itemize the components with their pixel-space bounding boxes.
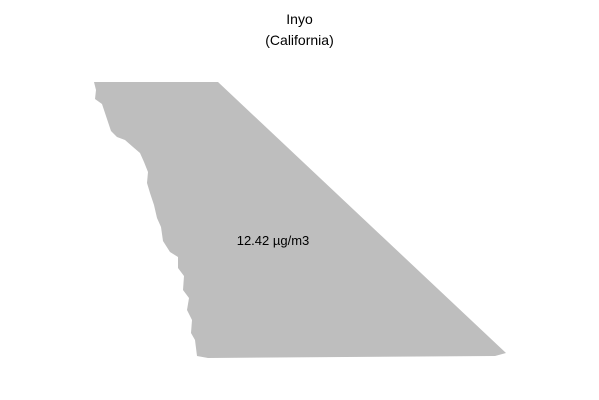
county-shape-inyo xyxy=(94,82,506,358)
county-value-label: 12.42 µg/m3 xyxy=(237,233,310,248)
map-title-state: (California) xyxy=(265,32,334,48)
map-title-county: Inyo xyxy=(286,11,313,27)
